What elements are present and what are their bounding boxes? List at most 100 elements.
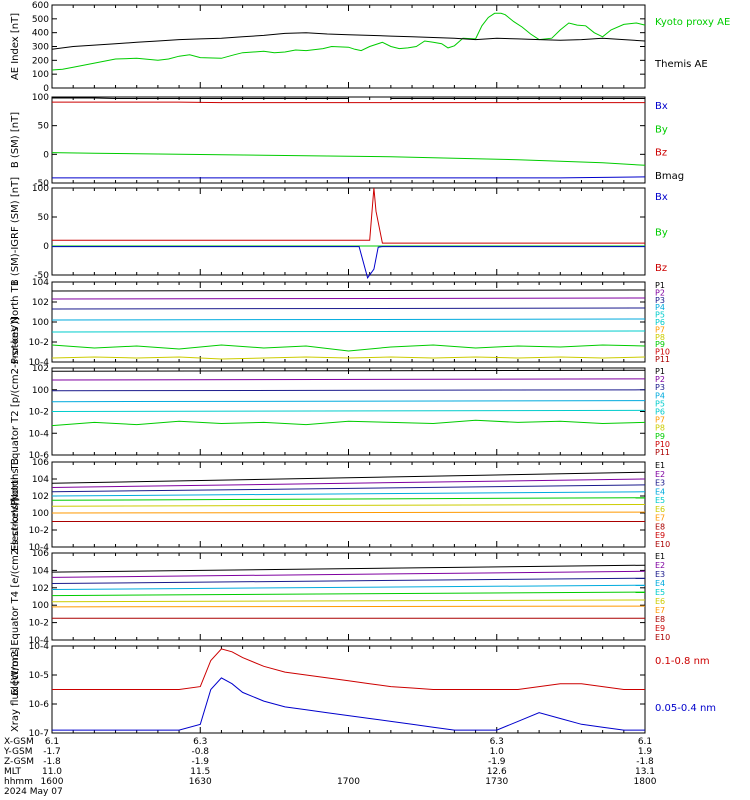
series-line-E4: [51, 491, 646, 497]
y-tick-label: 102: [32, 584, 49, 594]
legend-item: E5: [655, 496, 665, 505]
orbit-value: -1.8: [43, 757, 61, 767]
y-tick-label: 10-4: [29, 636, 50, 646]
series-line-E1: [51, 564, 646, 573]
y-axis-label: Electrons North T3: [10, 458, 21, 551]
y-tick-label: 10-6: [29, 700, 50, 710]
legend-item: Bz: [655, 263, 667, 274]
legend-item: E3: [655, 570, 665, 579]
date-label: 2024 May 07: [4, 787, 63, 797]
y-tick-label: 106: [32, 458, 49, 468]
y-tick-label: 10-2: [29, 338, 49, 348]
legend-item: P10: [655, 348, 670, 357]
orbit-row-label: Y-GSM: [3, 747, 32, 757]
legend-item: P2: [655, 375, 665, 384]
legend-item: P9: [655, 432, 665, 441]
legend-item: P3: [655, 383, 665, 392]
y-tick-label: 100: [32, 70, 49, 80]
y-tick-label: 10-4: [29, 642, 50, 652]
y-tick-label: 102: [32, 298, 49, 308]
series-line-P6: [51, 330, 646, 333]
legend-item: P10: [655, 440, 670, 449]
series-line-E2: [51, 478, 646, 488]
legend-item: E10: [655, 633, 670, 642]
legend-item: Kyoto proxy AE: [655, 17, 730, 28]
y-tick-label: 104: [32, 475, 49, 485]
y-tick-label: 600: [32, 1, 49, 11]
legend-item: 0.1-0.8 nm: [655, 656, 710, 667]
orbit-row-label: Z-GSM: [4, 757, 34, 767]
orbit-value: 6.1: [638, 737, 652, 747]
y-axis-label: B (SM)-IGRF (SM) [nT]: [10, 177, 21, 286]
y-tick-label: 10-2: [29, 526, 49, 536]
legend-item: P7: [655, 416, 665, 425]
series-line-E3: [51, 577, 646, 584]
series-line-P9: [51, 344, 646, 352]
y-axis-label: AE Index [nT]: [10, 13, 21, 80]
series-line-P4: [51, 318, 646, 321]
legend-item: P11: [655, 448, 670, 457]
series-line-Bx: [52, 176, 646, 179]
legend-item: P7: [655, 325, 665, 334]
series-line-P6: [51, 409, 646, 412]
orbit-value: 1800: [634, 777, 657, 787]
y-tick-label: 500: [32, 15, 49, 25]
y-tick-label: -50: [34, 179, 49, 189]
legend-item: Themis AE: [654, 59, 708, 70]
orbit-value: 12.6: [487, 767, 507, 777]
y-tick-label: 100: [32, 184, 49, 194]
panel-frame: [51, 96, 646, 184]
series-line-E5: [51, 591, 646, 597]
orbit-value: 6.1: [45, 737, 59, 747]
y-axis-label: Electrons Equator T4 [e/(cm2-s-sr-keV)]: [10, 498, 21, 695]
legend-item: P8: [655, 333, 665, 342]
y-axis-label: B (SM) [nT]: [10, 112, 21, 168]
series-line-P2: [51, 297, 646, 300]
y-tick-label: 10-7: [29, 729, 49, 739]
legend-item: E9: [655, 624, 665, 633]
y-tick-label: 100: [32, 93, 49, 103]
orbit-value: -1.9: [191, 757, 209, 767]
series-line-P2: [51, 378, 646, 381]
y-tick-label: 10-4: [29, 358, 50, 368]
y-tick-label: 100: [32, 601, 49, 611]
legend-item: E3: [655, 479, 665, 488]
y-tick-label: 200: [32, 56, 49, 66]
series-line-E6: [51, 599, 646, 603]
legend-item: E6: [655, 505, 665, 514]
orbit-value: 1700: [337, 777, 360, 787]
legend-item: P2: [655, 288, 665, 297]
legend-item: E6: [655, 597, 665, 606]
orbit-value: 6.3: [193, 737, 207, 747]
y-tick-label: 100: [32, 318, 49, 328]
orbit-value: -1.7: [43, 747, 61, 757]
y-tick-label: 400: [32, 29, 49, 39]
legend-item: By: [655, 228, 668, 239]
orbit-value: 1.0: [490, 747, 505, 757]
y-tick-label: 50: [38, 213, 50, 223]
orbit-row-label: MLT: [4, 767, 22, 777]
series-line-E4: [51, 584, 646, 590]
y-tick-label: 100: [32, 386, 49, 396]
legend-item: P1: [655, 281, 665, 290]
series-line-E3: [51, 484, 646, 493]
series-line-P1: [51, 369, 646, 372]
orbit-value: -1.8: [636, 757, 654, 767]
series-line-P11: [51, 356, 646, 360]
series-line-P3: [51, 389, 646, 392]
series-line-E2: [51, 570, 646, 578]
legend-item: E8: [655, 615, 665, 624]
y-tick-label: 0: [43, 84, 49, 94]
y-tick-label: 10-4: [29, 429, 50, 439]
series-line-E6: [51, 504, 646, 507]
legend-item: P3: [655, 296, 665, 305]
series-line-Kyoto-proxy-AE: [51, 12, 646, 71]
series-line-P3: [51, 307, 646, 310]
orbit-value: 11.0: [42, 767, 62, 777]
y-tick-label: 10-4: [29, 543, 50, 553]
legend-item: 0.05-0.4 nm: [655, 703, 716, 714]
legend-item: E5: [655, 588, 665, 597]
legend-item: E7: [655, 514, 665, 523]
